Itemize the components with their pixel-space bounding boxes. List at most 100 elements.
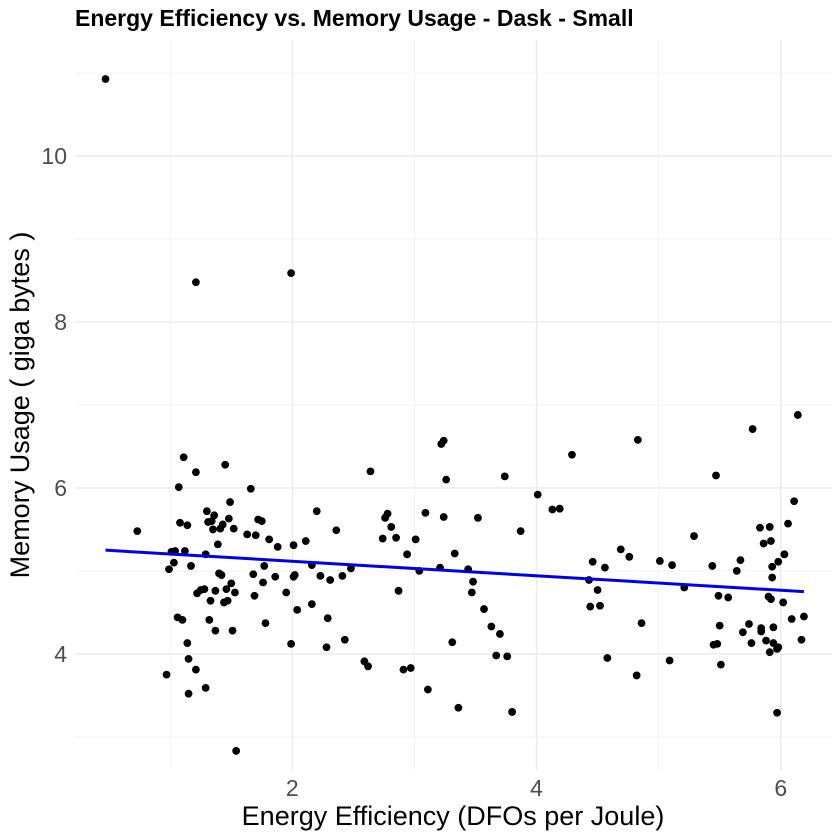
data-point (748, 425, 757, 433)
data-point (406, 664, 415, 672)
data-point (765, 523, 774, 531)
y-axis-tick-labels: 4 6 8 10 (41, 143, 67, 667)
data-point (784, 519, 792, 528)
data-point (712, 471, 720, 480)
data-point (180, 547, 189, 555)
data-point (332, 526, 341, 535)
data-point (378, 534, 387, 543)
data-point (187, 562, 195, 570)
data-point (779, 598, 788, 607)
data-point (191, 665, 200, 674)
data-point (213, 540, 222, 549)
data-point (179, 453, 188, 462)
data-point (469, 577, 477, 586)
data-point (162, 670, 171, 679)
data-point (403, 550, 412, 559)
data-point (716, 660, 725, 669)
data-point (217, 571, 226, 579)
data-point (246, 484, 255, 493)
data-point (229, 524, 238, 533)
y-tick-label: 6 (54, 475, 67, 501)
data-point (450, 549, 459, 558)
data-point (423, 685, 432, 694)
data-point (293, 605, 302, 614)
data-point (307, 600, 316, 608)
data-point (596, 601, 604, 610)
data-point (257, 517, 266, 526)
data-point (251, 531, 260, 540)
data-point (736, 556, 745, 565)
data-point (467, 588, 476, 597)
data-point (774, 557, 783, 566)
data-point (439, 436, 448, 445)
y-tick-label: 4 (54, 641, 67, 667)
data-point (665, 656, 674, 665)
data-point (668, 561, 676, 570)
data-point (555, 504, 564, 513)
data-point (394, 586, 403, 595)
data-point (637, 619, 646, 628)
data-point (223, 596, 232, 605)
x-tick-label: 4 (530, 775, 543, 801)
data-point (767, 595, 775, 604)
data-point (183, 639, 192, 647)
data-point (206, 596, 215, 605)
data-point (603, 654, 612, 662)
data-point (762, 636, 770, 645)
data-point (316, 571, 325, 580)
data-point (548, 505, 557, 514)
data-point (787, 615, 796, 623)
data-point (503, 652, 512, 661)
data-point (218, 520, 227, 529)
data-point (492, 651, 501, 660)
data-point (593, 586, 602, 594)
data-point (228, 626, 237, 635)
data-point (200, 585, 209, 594)
data-point (209, 525, 217, 534)
data-point (797, 635, 806, 644)
data-point (312, 507, 321, 516)
data-point (169, 558, 178, 567)
x-axis-tick-labels: 2 4 6 (286, 775, 787, 801)
data-point (260, 562, 269, 570)
y-axis-title: Memory Usage ( giga bytes ) (5, 232, 35, 579)
data-point (780, 550, 789, 559)
data-point (767, 537, 775, 545)
data-point (249, 570, 258, 579)
data-point (184, 689, 193, 698)
data-point (601, 563, 609, 572)
data-point (261, 619, 270, 628)
data-point (347, 564, 355, 573)
data-point (757, 627, 766, 636)
data-point (202, 507, 211, 516)
data-point (392, 533, 401, 542)
data-point (176, 518, 184, 527)
data-point (383, 509, 392, 518)
data-point (588, 557, 597, 566)
data-point (633, 435, 642, 444)
chart-title: Energy Efficiency vs. Memory Usage - Das… (75, 5, 634, 31)
data-point (773, 708, 781, 717)
data-point (221, 460, 230, 469)
data-point (774, 643, 783, 652)
data-point (768, 562, 777, 571)
data-point (632, 671, 641, 680)
data-point (769, 623, 778, 632)
data-point (724, 593, 733, 602)
data-point (287, 269, 296, 278)
data-point (201, 683, 210, 692)
data-point (759, 539, 768, 548)
data-point (273, 542, 282, 551)
data-point (366, 467, 375, 476)
data-point (474, 513, 482, 522)
data-point (487, 622, 496, 631)
data-point (165, 565, 173, 574)
data-point (224, 514, 233, 523)
data-point (714, 591, 723, 600)
major-gridlines (75, 40, 832, 770)
data-point (745, 620, 753, 628)
x-tick-label: 6 (774, 775, 787, 801)
data-point (533, 490, 542, 499)
data-point (183, 521, 192, 530)
